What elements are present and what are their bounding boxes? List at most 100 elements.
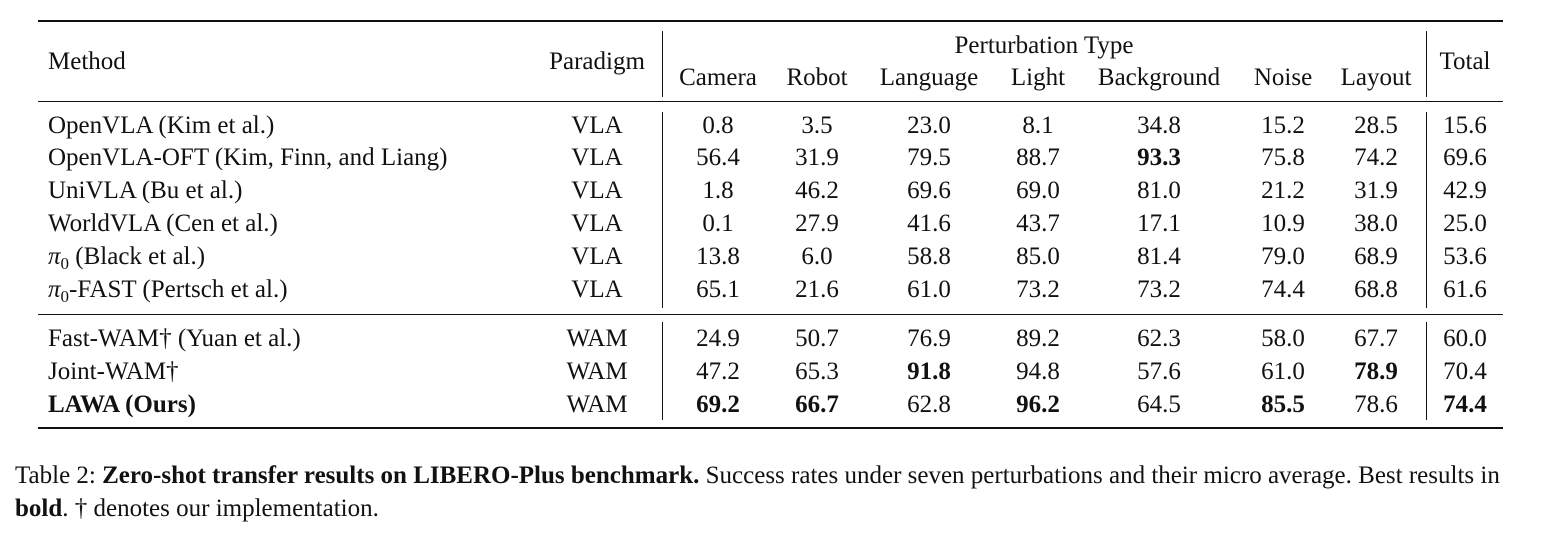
row-value-background: 34.8: [1137, 112, 1181, 139]
row-value-layout: 31.9: [1354, 177, 1398, 204]
row-value-noise: 74.4: [1261, 276, 1305, 303]
row-value-robot: 21.6: [795, 276, 839, 303]
row-total: 61.6: [1443, 276, 1487, 303]
row-value-language: 23.0: [907, 112, 951, 139]
row-paradigm: VLA: [571, 210, 623, 237]
header-col-light: Light: [1010, 64, 1066, 91]
row-value-robot: 27.9: [795, 210, 839, 237]
row-value-layout: 67.7: [1354, 325, 1398, 352]
paradigm-divider-body1: [662, 112, 663, 308]
method-name: Fast-WAM† (Yuan et al.): [48, 325, 301, 352]
row-value-light: 69.0: [1016, 177, 1060, 204]
row-value-noise: 85.5: [1261, 391, 1305, 418]
row-value-robot: 3.5: [801, 112, 833, 139]
row-value-layout: 78.6: [1354, 391, 1398, 418]
row-total: 42.9: [1443, 177, 1487, 204]
row-value-camera: 69.2: [696, 391, 740, 418]
row-value-background: 64.5: [1137, 391, 1181, 418]
row-value-language: 91.8: [907, 358, 951, 385]
row-value-robot: 46.2: [795, 177, 839, 204]
row-method: OpenVLA-OFT (Kim, Finn, and Liang): [48, 141, 448, 174]
row-value-camera: 65.1: [696, 276, 740, 303]
row-value-background: 81.4: [1137, 243, 1181, 270]
group-rule: [38, 314, 1503, 315]
row-paradigm: VLA: [571, 243, 623, 270]
row-method: OpenVLA (Kim et al.): [48, 109, 274, 142]
header-col-robot: Robot: [786, 64, 848, 91]
method-name: (Black et al.): [69, 243, 206, 270]
row-value-light: 8.1: [1022, 112, 1054, 139]
row-paradigm: VLA: [571, 144, 623, 171]
total-divider-body2: [1426, 322, 1427, 420]
row-method: Fast-WAM† (Yuan et al.): [48, 322, 301, 355]
row-total: 15.6: [1443, 112, 1487, 139]
row-paradigm: WAM: [566, 391, 628, 418]
row-total: 25.0: [1443, 210, 1487, 237]
row-value-camera: 0.1: [702, 210, 734, 237]
row-value-robot: 6.0: [801, 243, 833, 270]
bottom-rule: [38, 427, 1503, 429]
row-value-camera: 24.9: [696, 325, 740, 352]
paradigm-divider-header: [662, 31, 663, 97]
row-value-camera: 1.8: [702, 177, 734, 204]
row-total: 70.4: [1443, 358, 1487, 385]
top-rule: [38, 20, 1503, 22]
row-value-language: 61.0: [907, 276, 951, 303]
row-value-noise: 15.2: [1261, 112, 1305, 139]
header-col-layout: Layout: [1340, 64, 1412, 91]
header-method: Method: [48, 48, 126, 75]
pi-symbol: π: [48, 243, 61, 270]
row-value-layout: 28.5: [1354, 112, 1398, 139]
method-name: OpenVLA (Kim et al.): [48, 112, 275, 139]
method-name: LAWA (Ours): [48, 391, 196, 418]
row-value-noise: 10.9: [1261, 210, 1305, 237]
row-value-noise: 61.0: [1261, 358, 1305, 385]
method-name: WorldVLA (Cen et al.): [48, 210, 278, 237]
row-method: LAWA (Ours): [48, 388, 196, 421]
row-value-light: 96.2: [1016, 391, 1060, 418]
caption-bold-word: bold: [15, 495, 63, 522]
row-paradigm: VLA: [571, 112, 623, 139]
row-paradigm: WAM: [566, 358, 628, 385]
row-value-language: 41.6: [907, 210, 951, 237]
row-value-layout: 74.2: [1354, 144, 1398, 171]
row-paradigm: WAM: [566, 325, 628, 352]
row-method: Joint-WAM†: [48, 355, 179, 388]
row-value-language: 69.6: [907, 177, 951, 204]
method-name: UniVLA (Bu et al.): [48, 177, 243, 204]
row-value-light: 43.7: [1016, 210, 1060, 237]
row-value-layout: 68.8: [1354, 276, 1398, 303]
row-value-background: 73.2: [1137, 276, 1181, 303]
caption-text-2: . † denotes our implementation.: [62, 495, 379, 522]
method-name: OpenVLA-OFT (Kim, Finn, and Liang): [48, 144, 448, 171]
row-value-language: 58.8: [907, 243, 951, 270]
row-value-background: 17.1: [1137, 210, 1181, 237]
header-perturbation-group: Perturbation Type: [954, 32, 1134, 59]
row-value-camera: 13.8: [696, 243, 740, 270]
paradigm-divider-body2: [662, 322, 663, 420]
row-total: 60.0: [1443, 325, 1487, 352]
row-value-light: 73.2: [1016, 276, 1060, 303]
header-col-language: Language: [879, 64, 979, 91]
row-value-noise: 79.0: [1261, 243, 1305, 270]
row-value-language: 79.5: [907, 144, 951, 171]
row-value-language: 76.9: [907, 325, 951, 352]
row-value-noise: 21.2: [1261, 177, 1305, 204]
row-method: WorldVLA (Cen et al.): [48, 207, 278, 240]
row-value-robot: 31.9: [795, 144, 839, 171]
table-caption: Table 2: Zero-shot transfer results on L…: [15, 459, 1530, 525]
method-name: Joint-WAM†: [48, 358, 179, 385]
row-value-layout: 78.9: [1354, 358, 1398, 385]
row-total: 74.4: [1443, 391, 1487, 418]
pi-symbol: π: [48, 276, 61, 303]
row-value-background: 93.3: [1137, 144, 1181, 171]
caption-bold-title: Zero-shot transfer results on LIBERO-Plu…: [102, 462, 700, 489]
row-value-language: 62.8: [907, 391, 951, 418]
row-value-light: 89.2: [1016, 325, 1060, 352]
row-method: π0 (Black et al.): [48, 240, 205, 273]
pi-subscript: 0: [60, 287, 70, 306]
row-method: π0-FAST (Pertsch et al.): [48, 273, 288, 306]
row-paradigm: VLA: [571, 276, 623, 303]
pi-subscript: 0: [60, 254, 70, 273]
caption-text-1: Success rates under seven perturbations …: [699, 462, 1500, 489]
